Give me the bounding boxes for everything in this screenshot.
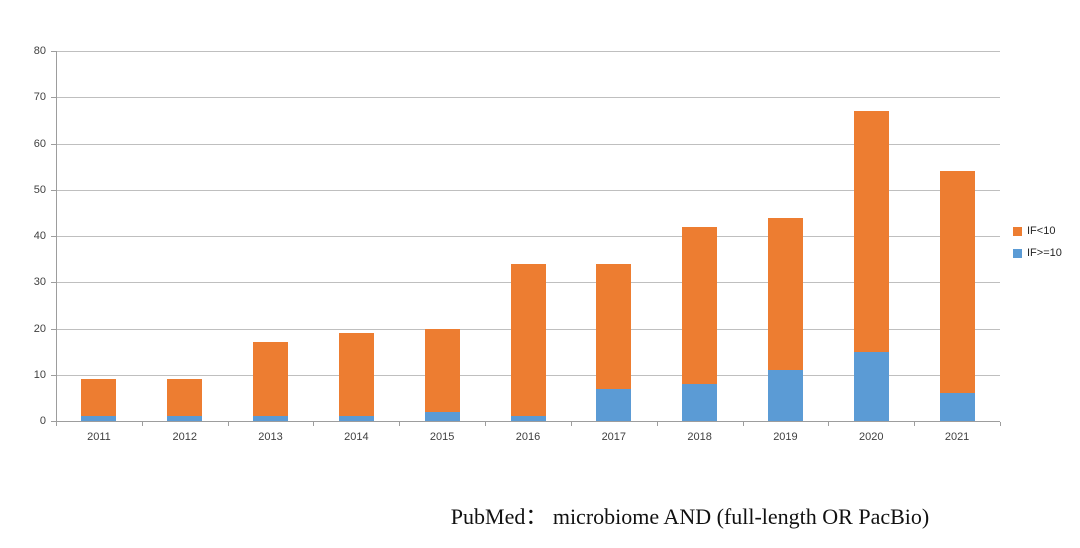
bar-2018-if-lt-10 xyxy=(682,226,718,384)
bar-2016-if-lt-10 xyxy=(510,263,546,417)
legend-item-if-lt-10: IF<10 xyxy=(1013,220,1062,242)
x-axis-label-2016: 2016 xyxy=(515,431,541,443)
bar-2012-if-ge-10 xyxy=(167,416,203,421)
x-axis-tick-0 xyxy=(56,422,57,426)
x-axis-tick-11 xyxy=(1000,422,1001,426)
x-axis-label-2015: 2015 xyxy=(429,431,455,443)
y-axis-tick-20 xyxy=(51,328,56,330)
y-axis-tick-70 xyxy=(51,97,56,99)
y-axis-label-50: 50 xyxy=(33,183,46,196)
y-axis-tick-10 xyxy=(51,374,56,376)
bar-2012-if-lt-10 xyxy=(167,379,203,417)
y-axis-label-10: 10 xyxy=(33,368,46,381)
x-axis-tick-1 xyxy=(141,422,143,426)
x-axis-tick-6 xyxy=(570,422,572,426)
y-axis-label-30: 30 xyxy=(33,276,46,289)
bar-2011-if-lt-10 xyxy=(81,379,117,417)
y-axis-tick-80 xyxy=(51,51,56,52)
x-axis-label-2014: 2014 xyxy=(344,431,369,443)
bar-2021-if-lt-10 xyxy=(939,171,975,394)
bar-2020-if-lt-10 xyxy=(853,111,889,352)
y-axis-line xyxy=(56,51,57,422)
x-axis-tick-4 xyxy=(399,422,401,426)
y-axis-tick-50 xyxy=(51,189,56,191)
bar-2020-if-ge-10 xyxy=(853,351,889,421)
bar-2021-if-ge-10 xyxy=(939,393,975,421)
x-axis-tick-9 xyxy=(828,422,830,426)
x-axis-label-2013: 2013 xyxy=(258,431,283,443)
legend-item-if-ge-10: IF>=10 xyxy=(1013,242,1062,264)
y-axis-tick-60 xyxy=(51,143,56,145)
x-axis-label-2012: 2012 xyxy=(172,431,197,443)
x-axis-label-2019: 2019 xyxy=(773,431,798,443)
bar-2016-if-ge-10 xyxy=(510,416,546,421)
y-axis-label-60: 60 xyxy=(33,137,46,150)
y-axis-label-0: 0 xyxy=(39,415,46,427)
bar-2013-if-ge-10 xyxy=(253,416,289,421)
x-axis-label-2011: 2011 xyxy=(87,431,111,443)
x-axis-tick-3 xyxy=(313,422,315,426)
gridline-y-70 xyxy=(56,97,1000,99)
y-axis-label-20: 20 xyxy=(33,322,46,335)
caption: PubMed： microbiome AND (full-length OR P… xyxy=(450,504,930,529)
y-axis-label-80: 80 xyxy=(33,45,46,57)
legend-label: IF<10 xyxy=(1027,225,1056,237)
bar-2015-if-lt-10 xyxy=(424,328,460,412)
y-axis-tick-0 xyxy=(51,421,56,422)
y-axis-label-40: 40 xyxy=(33,230,46,242)
bar-2015-if-ge-10 xyxy=(424,411,460,421)
x-axis-tick-10 xyxy=(914,422,916,426)
gridline-y-80 xyxy=(56,51,1000,52)
bar-2018-if-ge-10 xyxy=(682,384,718,421)
x-axis-tick-2 xyxy=(227,422,229,426)
legend-swatch-icon xyxy=(1013,248,1022,258)
bar-2011-if-ge-10 xyxy=(81,416,117,421)
x-axis-label-2018: 2018 xyxy=(687,431,712,443)
gridline-y-60 xyxy=(56,143,1000,145)
bar-2013-if-lt-10 xyxy=(253,342,289,417)
gridline-y-50 xyxy=(56,189,1000,191)
x-axis-tick-7 xyxy=(656,422,658,426)
legend-label: IF>=10 xyxy=(1027,247,1062,259)
x-axis-tick-5 xyxy=(485,422,487,426)
legend: IF<10 IF>=10 xyxy=(1013,220,1062,264)
x-axis-label-2021: 2021 xyxy=(944,431,970,443)
gridline-y-40 xyxy=(56,236,1000,237)
bar-2019-if-lt-10 xyxy=(767,217,803,371)
bar-2014-if-lt-10 xyxy=(338,333,374,417)
x-axis-line xyxy=(56,421,1000,422)
y-axis-tick-30 xyxy=(51,282,56,284)
x-axis-label-2017: 2017 xyxy=(601,431,627,443)
bar-2017-if-lt-10 xyxy=(596,263,632,389)
bar-2019-if-ge-10 xyxy=(767,370,803,421)
x-axis-tick-8 xyxy=(742,422,744,426)
y-axis-label-70: 70 xyxy=(33,91,46,104)
bar-2017-if-ge-10 xyxy=(596,388,632,421)
x-axis-label-2020: 2020 xyxy=(859,431,884,443)
y-axis-tick-40 xyxy=(51,236,56,237)
legend-swatch-icon xyxy=(1013,226,1022,236)
bar-2014-if-ge-10 xyxy=(338,416,374,421)
